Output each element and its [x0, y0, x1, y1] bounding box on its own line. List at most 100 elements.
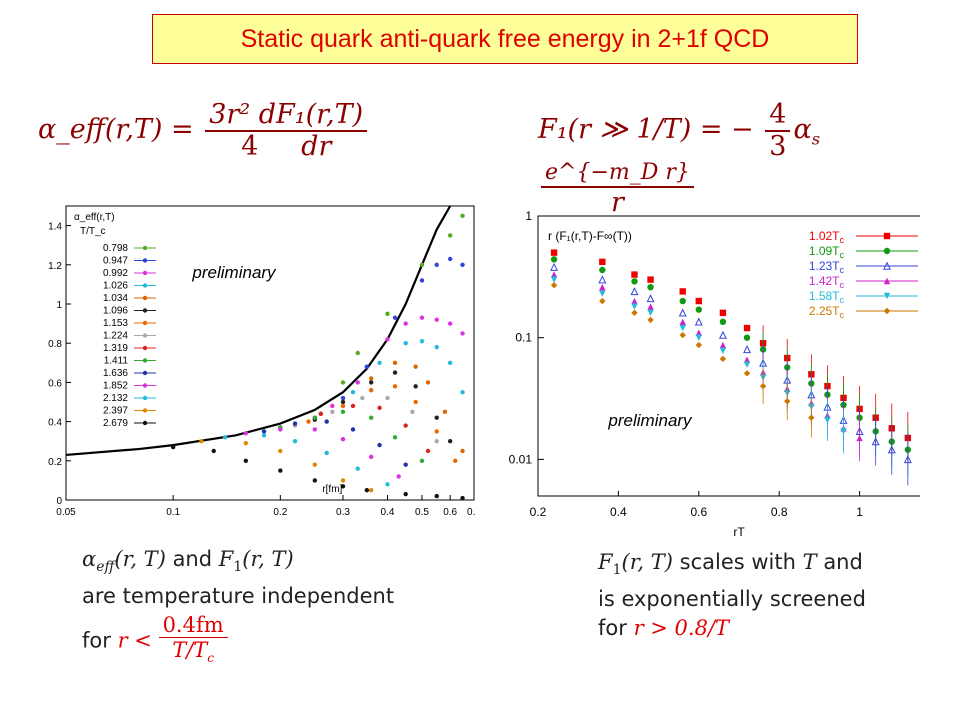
x-tick-label: 0.8 [771, 505, 788, 519]
data-point [312, 427, 318, 432]
r-condition-right: r > 0.8/T [633, 616, 730, 641]
data-point [599, 266, 606, 274]
data-point [630, 287, 639, 296]
data-point [434, 493, 439, 499]
legend-marker [142, 308, 148, 313]
legend-label: 1.411 [104, 356, 129, 367]
data-point [392, 435, 398, 440]
y-tick-label: 1 [56, 300, 62, 311]
x-tick-label: 0.2 [273, 507, 287, 518]
data-point [330, 403, 335, 409]
data-point [340, 380, 346, 385]
data-point [392, 315, 398, 320]
data-point [631, 271, 638, 278]
data-point [434, 415, 439, 420]
data-point [598, 275, 607, 284]
data-point [460, 495, 465, 501]
y-axis-label: r (F₁(r,T)-F∞(T)) [548, 229, 632, 243]
data-point [694, 317, 703, 326]
alpha-eff-formula: α_eff(r,T) = 3r² dF₁(r,T) 4 dr [38, 100, 370, 161]
legend-label: 0.992 [103, 268, 128, 279]
data-point [385, 311, 390, 316]
legend-marker [142, 420, 148, 426]
data-point [719, 309, 727, 317]
f-symbol-right: F [598, 550, 613, 574]
data-point [368, 454, 374, 460]
data-point [824, 416, 831, 424]
data-point [719, 341, 727, 349]
condition-den: T/Tc [168, 638, 218, 670]
data-point [385, 482, 390, 487]
data-point [419, 315, 425, 320]
data-point [840, 428, 847, 435]
scales-with-text: scales with [672, 550, 803, 574]
data-point [419, 458, 425, 463]
data-point [392, 384, 398, 389]
data-point [377, 442, 382, 448]
data-point [460, 331, 465, 336]
data-point [856, 434, 863, 442]
alpha-symbol: α [82, 547, 97, 571]
data-point [647, 283, 654, 291]
data-point [403, 423, 408, 428]
data-point [679, 288, 686, 295]
legend-marker [142, 258, 148, 263]
data-point [413, 384, 418, 389]
bottom-right-text: F1(r, T) scales with T and is exponentia… [598, 548, 866, 643]
condition-den-text: T/T [172, 638, 208, 663]
data-point [243, 440, 249, 446]
data-point [425, 380, 431, 385]
legend-label: 1.026 [103, 281, 128, 292]
legend-marker [883, 292, 891, 300]
data-point [413, 399, 418, 405]
formula-right-den2: r [610, 186, 624, 218]
condition-den-sub: c [207, 651, 215, 666]
data-point [312, 462, 318, 467]
legend-marker [883, 247, 891, 255]
data-point [460, 213, 465, 218]
formula-left-den-a: 4 [241, 130, 259, 162]
x-axis-label: rT [733, 525, 745, 538]
data-point [340, 437, 346, 442]
data-point [460, 448, 465, 454]
x-tick-label: 0.05 [56, 507, 76, 518]
bottom-left-text: αeff(r, T) and F1(r, T) are temperature … [82, 545, 394, 670]
legend-label: 1.224 [103, 331, 128, 342]
data-point [647, 276, 654, 283]
legend-label-sub: c [840, 250, 845, 260]
legend-subtitle: T/T_c [80, 226, 106, 237]
x-tick-label: 0.6 [443, 507, 457, 518]
preliminary-label: preliminary [191, 263, 277, 282]
data-point [222, 435, 228, 440]
f-args-right: (r, T) [621, 550, 673, 574]
data-point [392, 360, 398, 365]
data-point [419, 339, 425, 344]
bottom-left-line1: αeff(r, T) and F1(r, T) [82, 545, 394, 582]
data-point [364, 488, 370, 493]
data-point [719, 318, 727, 326]
data-point [292, 421, 298, 426]
data-point [743, 356, 751, 363]
data-point [377, 405, 382, 411]
data-point [550, 256, 558, 263]
condition-fraction: 0.4fm T/Tc [158, 613, 228, 670]
x-tick-label: 0.4 [381, 507, 395, 518]
legend-marker [142, 370, 148, 376]
data-point [392, 370, 398, 375]
legend-marker [883, 277, 891, 285]
data-point [368, 415, 374, 420]
data-point [403, 341, 408, 346]
legend-marker [142, 408, 148, 413]
bottom-left-line2: are temperature independent [82, 584, 395, 609]
f-args-left: (r, T) [242, 547, 294, 571]
and-word-right: and [816, 550, 863, 574]
preliminary-label: preliminary [607, 411, 693, 430]
bottom-left-line3: for r < 0.4fm T/Tc [82, 613, 394, 670]
legend-marker [882, 261, 892, 270]
data-point [364, 364, 370, 369]
data-point [550, 262, 559, 271]
data-point [903, 455, 912, 464]
y-tick-label: 1 [525, 209, 532, 223]
